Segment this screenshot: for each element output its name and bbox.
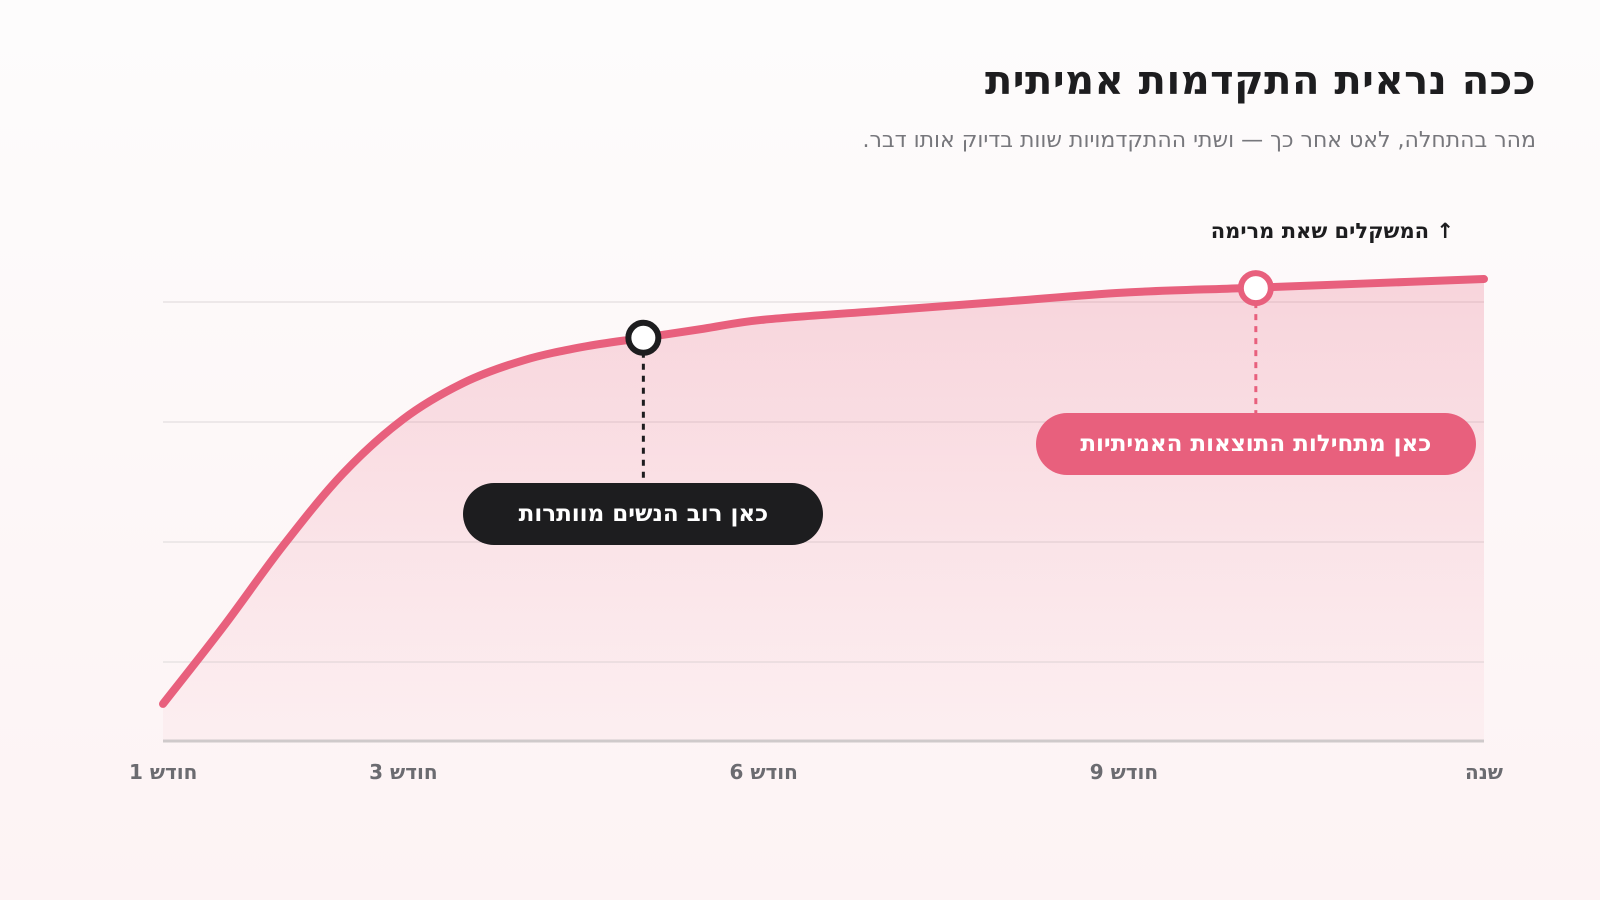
y-axis-label: ↑ המשקלים שאת מרימה (1210, 219, 1454, 243)
curve-area-fill (163, 279, 1484, 741)
annotation-marker (1237, 270, 1274, 307)
x-tick-label: חודש 3 (369, 760, 438, 784)
page-subtitle: מהר בהתחלה, לאט אחר כך — ושתי ההתקדמויות… (862, 128, 1536, 153)
x-tick-label: שנה (1465, 760, 1503, 784)
progress-curve (159, 275, 1488, 708)
page-title: ככה נראית התקדמות אמיתית (984, 58, 1536, 104)
annotation-marker (625, 319, 662, 356)
annotation-pill-results: כאן מתחילות התוצאות האמיתיות (1035, 413, 1476, 475)
annotation-pill-quit: כאן רוב הנשים מוותרות (463, 483, 824, 545)
x-tick-label: חודש 6 (729, 760, 798, 784)
x-tick-label: חודש 9 (1089, 760, 1159, 784)
x-tick-label: חודש 1 (129, 760, 198, 784)
